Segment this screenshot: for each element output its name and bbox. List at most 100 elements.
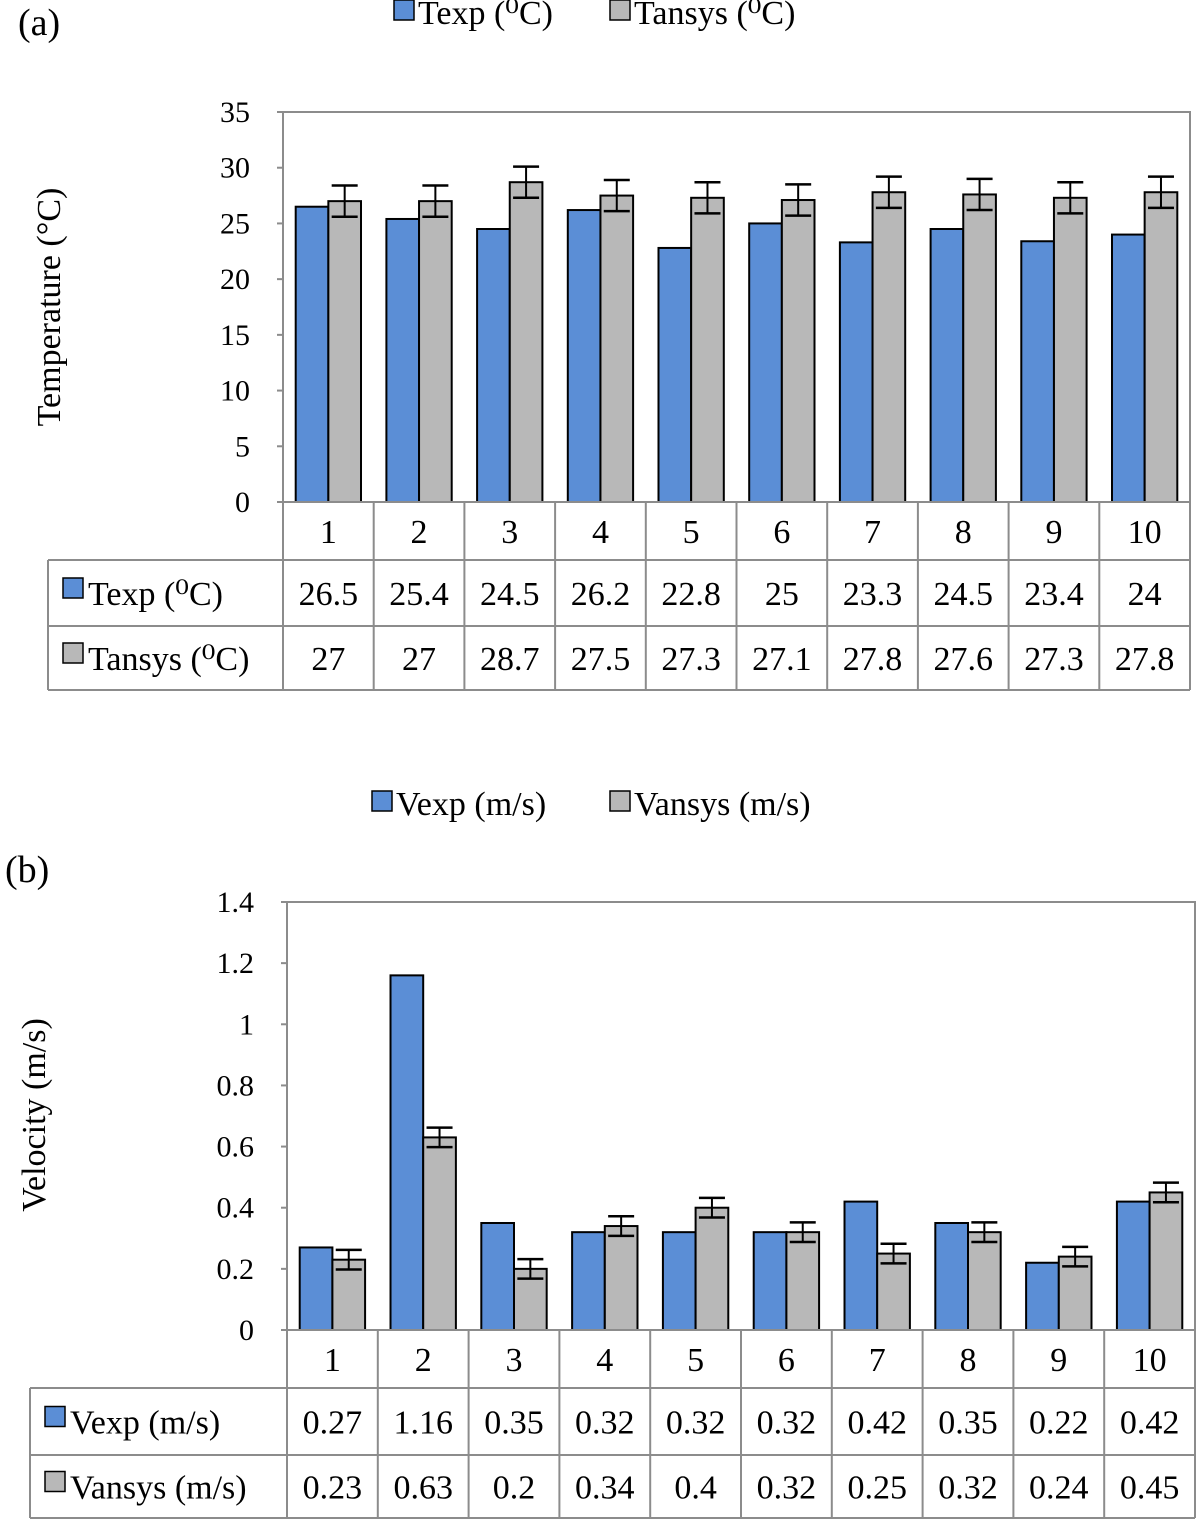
x-category-label: 4 (596, 1342, 613, 1379)
y-tick-label: 0.8 (217, 1069, 255, 1102)
x-category-label: 1 (324, 1342, 341, 1379)
bar-exp-5 (657, 246, 693, 503)
chart-panel-a: (a) Texp (⁰C) Tansys (⁰C)05101520253035Tem… (18, 0, 1191, 691)
table-cell-ansys: 27.6 (934, 641, 994, 678)
bar-ansys-10 (1143, 191, 1179, 503)
bar-ansys-4 (603, 1225, 639, 1331)
x-category-label: 8 (955, 514, 972, 551)
chart-panel-b: (b)Vexp (m/s) Vansys (m/s)00.20.40.60.811… (5, 786, 1196, 1519)
table-cell-ansys: 0.2 (493, 1470, 536, 1507)
table-cell-exp: 0.35 (484, 1405, 544, 1442)
y-tick-label: 0.6 (217, 1131, 255, 1164)
bar-ansys-6 (780, 199, 816, 503)
bar-exp-5 (661, 1231, 697, 1331)
bar-ansys-3 (508, 181, 544, 503)
bar-ansys-7 (876, 1252, 911, 1331)
bar-ansys-9 (1057, 1255, 1093, 1331)
x-category-label: 6 (773, 514, 790, 551)
data-table: 1 2 3 4 5 6 7 8 9 10 Texp (⁰C) 26.5 25.4 24.5 26.2 22.8… (47, 501, 1191, 691)
y-tick-label: 0.2 (217, 1253, 255, 1286)
table-cell-ansys: 0.32 (938, 1470, 998, 1507)
table-legend-swatch-exp (62, 577, 84, 599)
table-cell-ansys: 27.1 (752, 641, 812, 678)
data-table: 1 2 3 4 5 6 7 8 9 10 Vexp (m/s) 0.27 1.16 0.35 0.32 0.3… (29, 1329, 1196, 1519)
bar-ansys-2 (422, 1136, 457, 1332)
table-cell-exp: 0.32 (757, 1405, 817, 1442)
table-cell-ansys: 0.23 (303, 1470, 363, 1507)
bar-exp-4 (571, 1231, 606, 1331)
x-category-label: 5 (687, 1342, 704, 1379)
table-cell-ansys: 28.7 (480, 641, 540, 678)
y-tick-label: 35 (220, 96, 250, 129)
bar-exp-3 (480, 1222, 516, 1331)
bar-exp-7 (843, 1200, 879, 1331)
table-cell-exp: 0.42 (1120, 1405, 1180, 1442)
x-category-label: 10 (1133, 1342, 1167, 1379)
legend-swatch-exp (371, 790, 393, 812)
y-tick-label: 15 (220, 319, 250, 352)
bar-ansys-2 (418, 200, 453, 503)
x-category-label: 2 (415, 1342, 432, 1379)
legend-swatch-ansys (609, 790, 631, 812)
legend-label-exp: Texp (⁰C) (418, 0, 553, 32)
x-category-label: 7 (864, 514, 881, 551)
y-tick-label: 1.4 (217, 886, 255, 919)
x-category-label: 9 (1045, 514, 1062, 551)
table-cell-exp: 26.2 (571, 576, 631, 613)
table-cell-exp: 1.16 (393, 1405, 453, 1442)
y-tick-label: 1.2 (217, 947, 255, 980)
x-category-label: 6 (778, 1342, 795, 1379)
bar-exp-2 (389, 974, 425, 1331)
table-row-label-exp: Texp (⁰C) (88, 576, 223, 613)
x-category-label: 10 (1128, 514, 1162, 551)
table-cell-exp: 26.5 (299, 576, 359, 613)
bar-ansys-1 (327, 200, 363, 503)
y-tick-label: 30 (220, 152, 250, 185)
table-cell-ansys: 0.25 (847, 1470, 907, 1507)
bar-exp-9 (1025, 1261, 1060, 1331)
x-category-label: 9 (1050, 1342, 1067, 1379)
table-cell-exp: 0.35 (938, 1405, 998, 1442)
bar-exp-6 (752, 1231, 788, 1331)
bar-ansys-7 (871, 191, 907, 503)
bar-ansys-5 (690, 196, 725, 504)
bar-ansys-6 (785, 1231, 821, 1331)
x-category-label: 3 (501, 514, 518, 551)
table-legend-swatch-ansys (62, 642, 84, 664)
table-cell-ansys: 27 (402, 641, 436, 678)
table-cell-ansys: 0.24 (1029, 1470, 1089, 1507)
table-legend-swatch-exp (44, 1405, 66, 1428)
table-cell-ansys: 27.5 (571, 641, 631, 678)
bar-exp-4 (566, 209, 602, 504)
table-cell-exp: 24.5 (934, 576, 994, 613)
x-category-label: 3 (506, 1342, 523, 1379)
table-cell-exp: 25 (765, 576, 799, 613)
bar-ansys-10 (1148, 1191, 1184, 1332)
y-tick-label: 0.4 (217, 1192, 255, 1225)
x-category-label: 4 (592, 514, 609, 551)
x-category-label: 8 (960, 1342, 977, 1379)
table-cell-exp: 0.32 (575, 1405, 635, 1442)
y-tick-label: 1 (239, 1008, 254, 1041)
y-axis-title: Temperature (°C) (31, 188, 68, 427)
table-cell-exp: 0.27 (303, 1405, 363, 1442)
table-cell-ansys: 0.63 (393, 1470, 453, 1507)
legend-label-exp: Vexp (m/s) (396, 786, 546, 823)
bar-exp-10 (1115, 1200, 1151, 1331)
bar-exp-6 (748, 222, 783, 504)
x-category-label: 1 (320, 514, 337, 551)
table-row-label-ansys: Vansys (m/s) (70, 1470, 247, 1507)
y-tick-label: 0 (239, 1314, 254, 1347)
y-tick-label: 5 (235, 430, 250, 463)
table-cell-ansys: 0.34 (575, 1470, 635, 1507)
panel-label: (a) (18, 2, 60, 44)
y-tick-label: 25 (220, 207, 250, 240)
x-category-label: 5 (683, 514, 700, 551)
bar-exp-9 (1020, 240, 1055, 503)
table-cell-ansys: 0.32 (757, 1470, 817, 1507)
y-axis-title: Velocity (m/s) (16, 1018, 53, 1212)
table-cell-ansys: 27.8 (843, 641, 903, 678)
bar-ansys-5 (694, 1206, 730, 1331)
table-cell-ansys: 0.4 (674, 1470, 717, 1507)
